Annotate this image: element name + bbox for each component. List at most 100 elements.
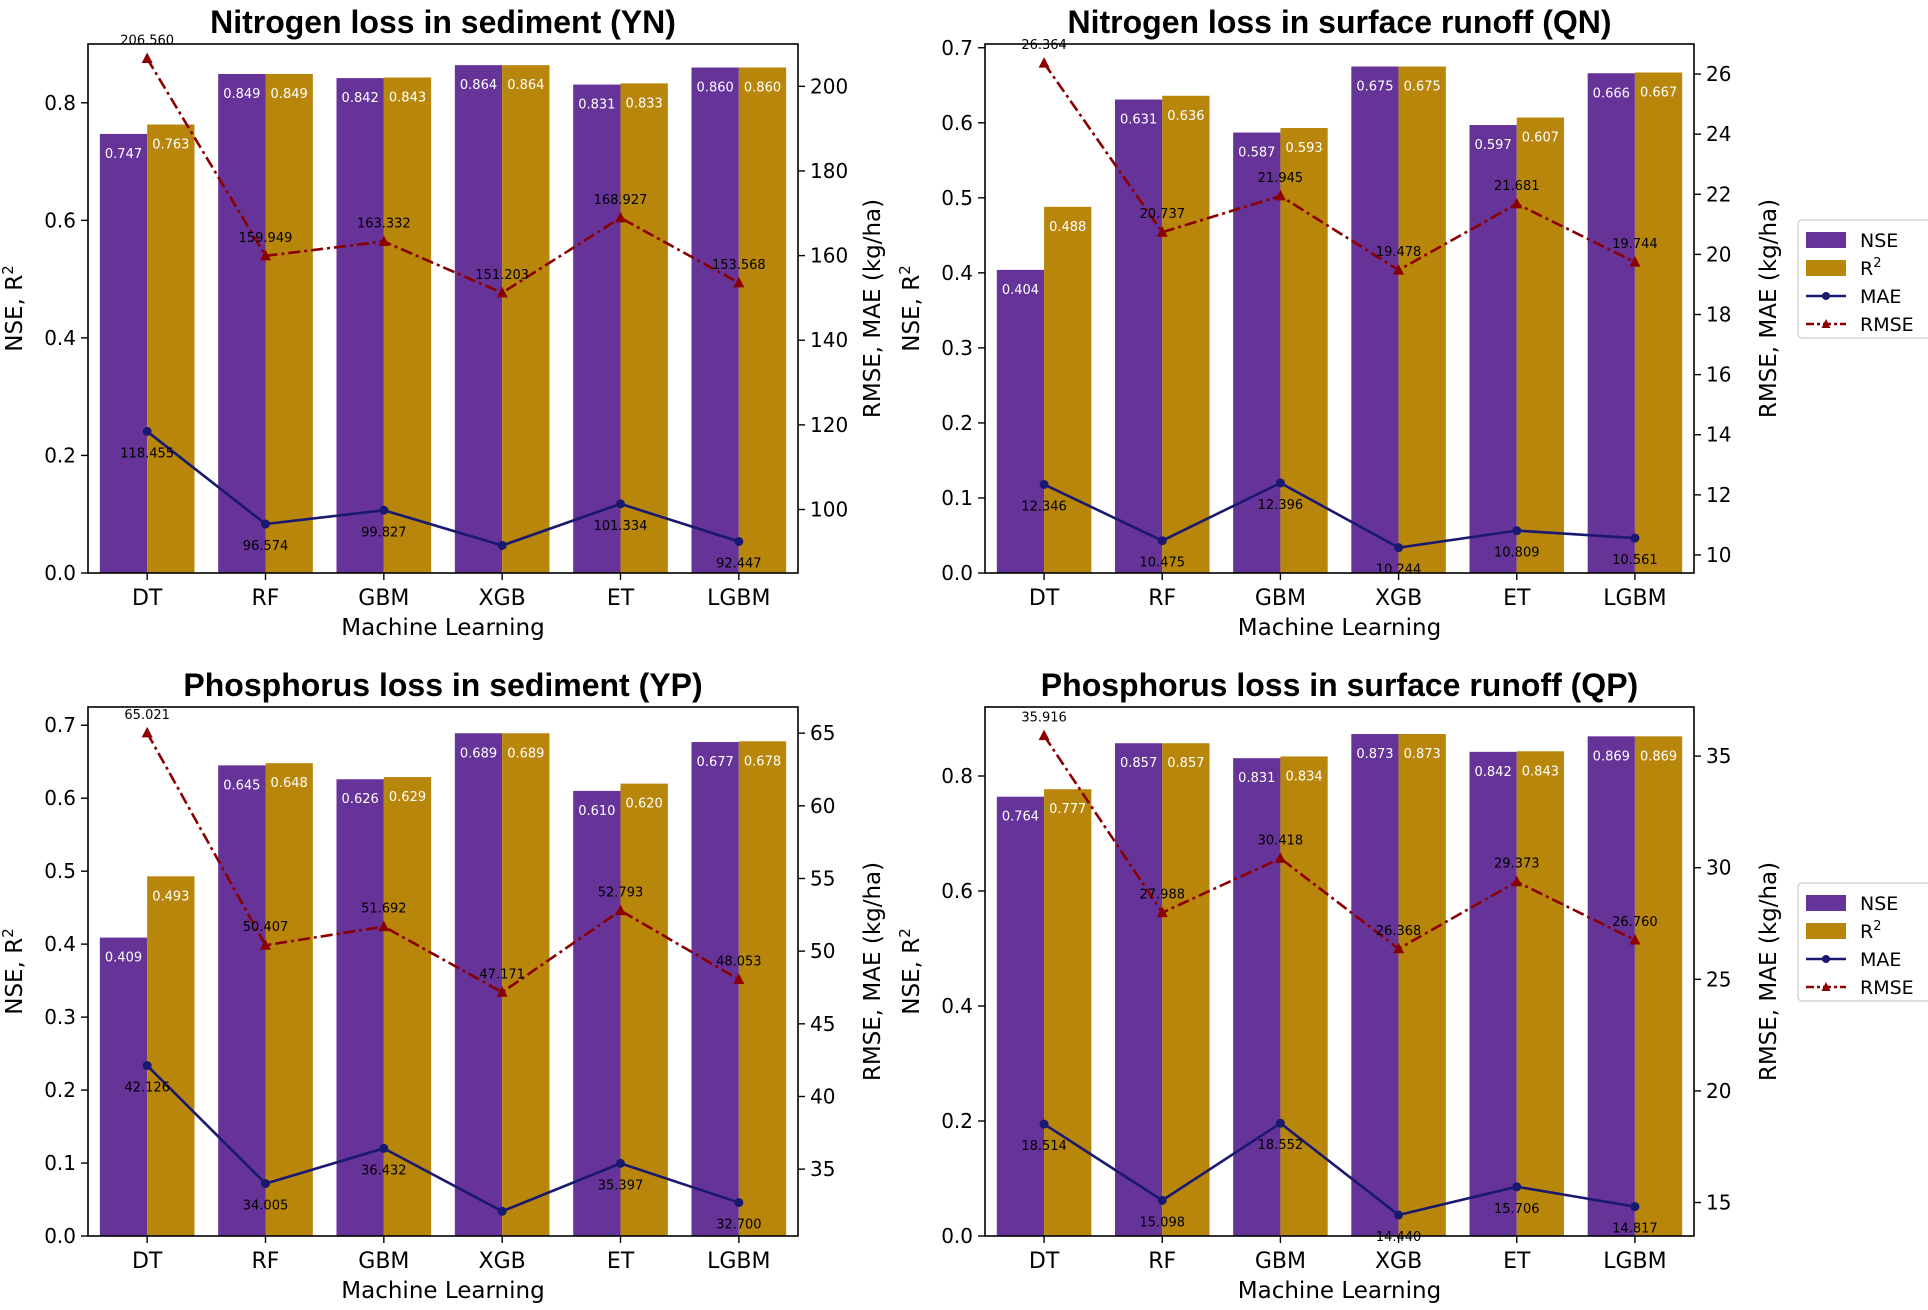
chart-panel-3: Phosphorus loss in sediment (YP) 0.409 0.6… — [0, 667, 886, 1304]
y-tick-label: 0.2 — [941, 411, 973, 435]
legend-label-sup: 2 — [1873, 919, 1881, 934]
bar-value-label: 0.869 — [1593, 749, 1630, 764]
y-tick-label: 0.0 — [941, 561, 973, 585]
mae-line — [146, 430, 740, 547]
rmse-value-label: 163.332 — [357, 216, 411, 231]
x-tick-label: LGBM — [1603, 586, 1666, 611]
bar-value-label: 0.834 — [1285, 769, 1322, 784]
mae-point — [1275, 478, 1285, 488]
y2-axis-label: RMSE, MAE (kg/ha) — [1756, 862, 1782, 1081]
rmse-point — [260, 249, 271, 261]
rmse-value-label: 26.760 — [1612, 915, 1658, 930]
rmse-point — [378, 235, 390, 246]
x-tick-label: GBM — [1255, 1249, 1306, 1274]
bar-r2-rf — [265, 763, 313, 1236]
x-tick-label: XGB — [1375, 586, 1422, 611]
rmse-value-label: 20.737 — [1140, 207, 1186, 222]
mae-point — [1512, 1182, 1522, 1192]
rmse-point — [615, 211, 626, 223]
rmse-point — [1156, 226, 1168, 237]
bar-nse-et — [573, 790, 621, 1236]
y-tick-label: 0.2 — [941, 1109, 973, 1133]
x-tick-label: DT — [1029, 586, 1060, 611]
legend-marker-rmse — [1821, 982, 1831, 991]
y2-axis-label: RMSE, MAE (kg/ha) — [860, 862, 886, 1081]
bar-value-label: 0.488 — [1049, 220, 1086, 235]
y2-tick-label: 100 — [810, 498, 848, 522]
rmse-point — [260, 939, 271, 950]
bar-nse-rf — [218, 73, 266, 573]
chart-title: Nitrogen loss in surface runoff (QN) — [1067, 4, 1611, 40]
mae-value-label: 92.447 — [716, 556, 762, 571]
bar-nse-rf — [1114, 743, 1163, 1236]
x-tick-label: DT — [132, 586, 163, 611]
y-tick-label: 0.4 — [44, 932, 76, 956]
bar-value-label: 0.675 — [1356, 80, 1393, 95]
bar-value-label: 0.747 — [105, 147, 142, 162]
bar-value-label: 0.404 — [1002, 283, 1039, 298]
legend-label-text: MAE — [1860, 286, 1901, 308]
y-axis-label: NSE, R2 — [896, 265, 925, 352]
mae-point — [1394, 543, 1404, 553]
rmse-value-label: 153.568 — [712, 258, 766, 273]
y2-tick-label: 35 — [810, 1157, 835, 1181]
y-axis-label: NSE, R2 — [0, 265, 28, 352]
mae-point — [1039, 1119, 1049, 1129]
legend-label-r2: R2 — [1860, 256, 1881, 280]
chart-panel-1: Nitrogen loss in sediment (YN) 0.747 0.849… — [0, 4, 886, 641]
mae-value-label: 12.346 — [1021, 499, 1067, 514]
mae-point — [261, 1179, 270, 1189]
mae-value-label: 14.817 — [1612, 1222, 1658, 1237]
mae-point — [1630, 1202, 1640, 1212]
y-tick-label: 0.8 — [941, 764, 973, 788]
rmse-point — [1156, 906, 1168, 918]
y2-axis-label: RMSE, MAE (kg/ha) — [860, 199, 886, 418]
mae-value-label: 10.809 — [1494, 546, 1540, 561]
mae-point — [1630, 533, 1640, 543]
rmse-point — [1629, 934, 1641, 945]
y2-tick-label: 45 — [810, 1012, 835, 1036]
plot-frame — [984, 43, 1695, 574]
legend-label-text: NSE — [1860, 230, 1898, 252]
bar-r2-et — [1516, 751, 1565, 1236]
legend-label-text: R — [1860, 921, 1873, 943]
y-axis-label-sup: 2 — [0, 265, 17, 275]
mae-point — [142, 1061, 152, 1071]
bar-r2-rf — [265, 73, 313, 573]
chart-title: Nitrogen loss in sediment (YN) — [210, 4, 676, 40]
y-tick-label: 0.0 — [941, 1224, 973, 1248]
legend-label-rmse: RMSE — [1860, 314, 1914, 336]
y-axis-label: NSE, R2 — [896, 928, 925, 1015]
rmse-line — [1043, 62, 1636, 272]
x-tick-label: GBM — [358, 1249, 409, 1274]
y-tick-label: 0.7 — [44, 713, 76, 737]
bar-r2-et — [1516, 117, 1565, 573]
bar-nse-et — [1469, 751, 1517, 1236]
bar-value-label: 0.409 — [105, 951, 142, 966]
y2-tick-label: 50 — [810, 939, 835, 963]
x-tick-label: ET — [607, 586, 635, 611]
mae-point — [142, 426, 152, 436]
rmse-value-label: 27.988 — [1140, 888, 1186, 903]
mae-point — [734, 536, 744, 546]
y2-tick-label: 180 — [810, 159, 848, 183]
legend-label-text: RMSE — [1860, 977, 1914, 999]
rmse-value-label: 151.203 — [475, 268, 529, 283]
y2-tick-label: 18 — [1706, 303, 1731, 327]
mae-point — [616, 1158, 625, 1168]
mae-point — [379, 1143, 389, 1153]
y-tick-label: 0.1 — [44, 1151, 76, 1175]
y2-tick-label: 10 — [1706, 543, 1731, 567]
bar-nse-gbm — [1233, 758, 1281, 1236]
plot-frame — [87, 706, 799, 1237]
x-tick-label: ET — [1503, 1249, 1531, 1274]
legend-swatch-r2 — [1806, 260, 1846, 276]
mae-point — [1512, 526, 1522, 536]
rmse-value-label: 206.560 — [120, 34, 174, 49]
chart-title: Phosphorus loss in sediment (YP) — [183, 667, 702, 703]
chart-panel-4: Phosphorus loss in surface runoff (QP) 0.… — [896, 667, 1928, 1304]
bar-value-label: 0.873 — [1404, 747, 1441, 762]
bar-r2-et — [620, 83, 668, 574]
rmse-point — [733, 973, 745, 984]
